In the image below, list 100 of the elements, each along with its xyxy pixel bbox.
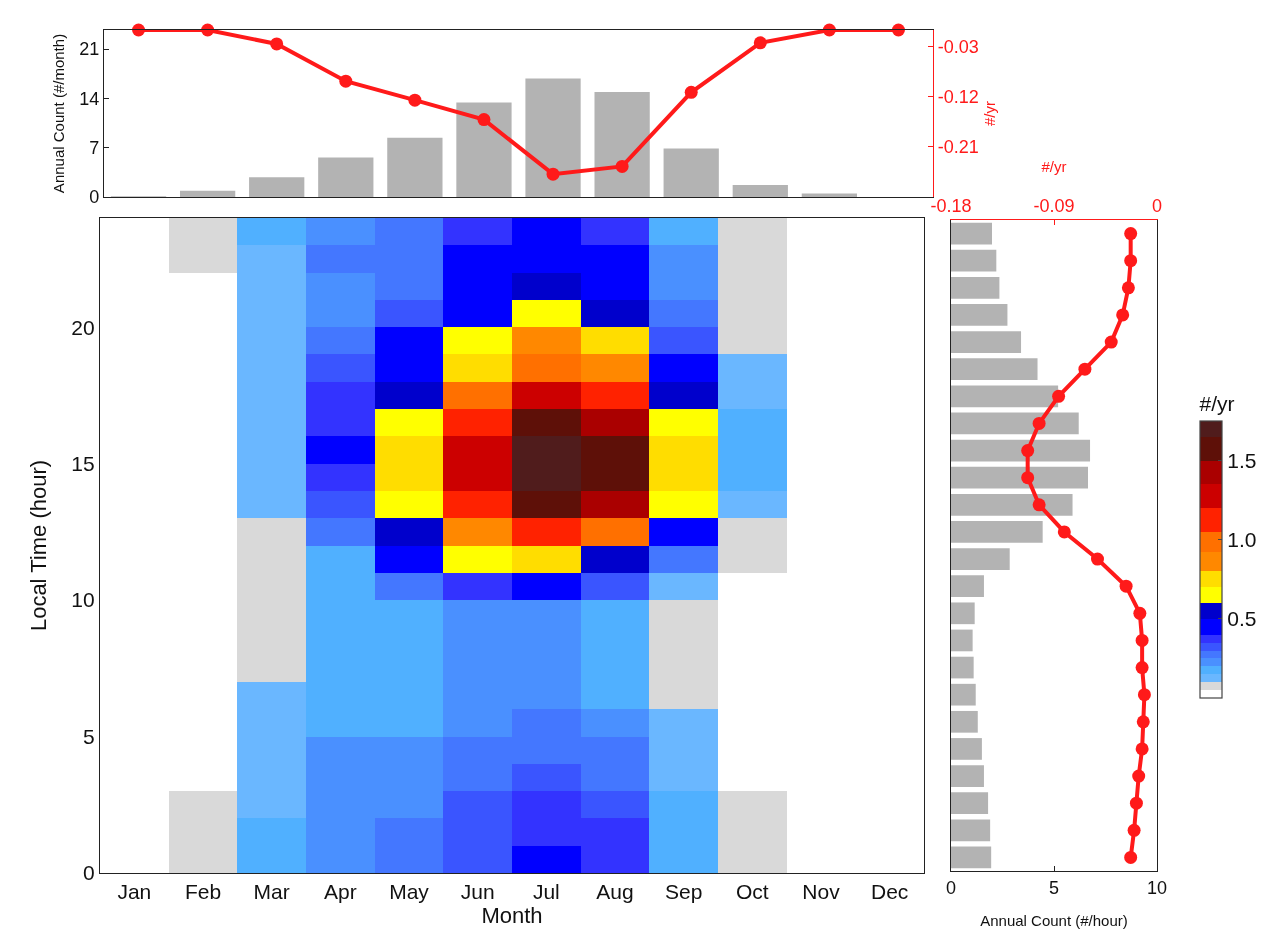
- bar: [951, 575, 984, 598]
- bar: [801, 193, 858, 197]
- bar: [951, 819, 991, 842]
- y-tick-label: 20: [71, 315, 95, 339]
- point: [753, 36, 767, 50]
- bar: [951, 412, 1079, 435]
- y2-tick-label: -0.21: [937, 137, 979, 158]
- x-tick-label: Nov: [802, 880, 841, 904]
- x-axis-title: Month: [481, 903, 543, 929]
- bar: [951, 792, 989, 815]
- point: [1104, 335, 1118, 349]
- point: [1135, 633, 1149, 647]
- point: [1021, 444, 1035, 458]
- bar: [951, 548, 1010, 570]
- bar: [456, 102, 512, 197]
- point: [615, 159, 629, 173]
- y-tick-label: 15: [71, 451, 95, 475]
- point: [684, 85, 698, 99]
- x-tick-label: Oct: [735, 880, 769, 904]
- bar: [732, 185, 788, 197]
- bar: [951, 493, 1073, 516]
- bar: [249, 177, 305, 197]
- point: [1032, 416, 1046, 430]
- bar: [951, 738, 982, 760]
- point: [1137, 688, 1151, 702]
- point: [1032, 498, 1046, 512]
- point: [270, 37, 284, 51]
- bar: [951, 683, 976, 706]
- x2-tick-label: -0.09: [1033, 195, 1075, 216]
- x-tick-label: May: [389, 880, 430, 904]
- color-bar-label: 1.5: [1227, 448, 1257, 472]
- point: [1119, 579, 1133, 593]
- x-tick-label: Aug: [596, 880, 634, 904]
- y2-axis-title: #/yr: [980, 100, 998, 127]
- point: [477, 113, 491, 127]
- y2-tick-label: -0.03: [937, 37, 979, 57]
- point: [1124, 227, 1138, 241]
- point: [1052, 389, 1066, 403]
- bar: [951, 466, 1088, 489]
- bar: [594, 92, 650, 197]
- bar: [525, 78, 581, 197]
- point: [339, 74, 353, 88]
- y-tick-label: 10: [71, 588, 95, 612]
- color-bar-label: 0.5: [1227, 607, 1257, 631]
- point: [1132, 769, 1146, 783]
- bar: [951, 222, 992, 245]
- x-tick-label: Jul: [532, 880, 560, 904]
- bar: [387, 137, 443, 197]
- bar: [951, 629, 973, 652]
- point: [1121, 281, 1135, 295]
- point: [546, 167, 560, 181]
- y-tick-label: 14: [79, 88, 100, 109]
- point: [1091, 552, 1104, 566]
- point: [1133, 606, 1147, 620]
- bar: [318, 157, 374, 197]
- bar: [663, 148, 719, 197]
- x2-axis-title: #/yr: [1041, 158, 1067, 176]
- x-tick-label: Dec: [870, 880, 909, 904]
- bar: [951, 521, 1043, 543]
- point: [1129, 796, 1143, 810]
- bar: [179, 190, 236, 197]
- y2-tick-label: -0.12: [937, 87, 979, 108]
- bar: [951, 249, 997, 272]
- x-tick-label: 5: [1048, 877, 1060, 898]
- bar: [951, 602, 975, 625]
- bar: [951, 358, 1038, 381]
- y-axis-title: Local Time (hour): [25, 459, 51, 632]
- point: [1124, 850, 1138, 864]
- y-tick-label: 21: [79, 39, 100, 60]
- x-tick-label: Jan: [117, 880, 152, 904]
- x2-tick-label: -0.18: [930, 195, 972, 216]
- point: [1057, 525, 1071, 539]
- bar: [951, 439, 1091, 462]
- point: [1124, 254, 1138, 268]
- point: [1127, 823, 1141, 837]
- y-tick-label: 7: [89, 137, 100, 158]
- bar: [951, 710, 978, 733]
- bar: [951, 765, 984, 787]
- bar: [951, 846, 992, 869]
- x-tick-label: Feb: [184, 880, 222, 904]
- point: [1078, 362, 1092, 376]
- point: [408, 93, 422, 107]
- bar: [951, 385, 1059, 408]
- x-tick-label: Apr: [323, 880, 357, 904]
- x-tick-label: Sep: [664, 880, 703, 904]
- bar: [951, 304, 1008, 326]
- point: [1135, 742, 1149, 756]
- color-bar-title: #/yr: [1199, 392, 1235, 416]
- x2-tick-label: 0: [1151, 195, 1163, 216]
- x-tick-label: Jun: [460, 880, 495, 904]
- x-tick-label: 0: [945, 877, 957, 898]
- point: [1021, 471, 1035, 485]
- point: [1136, 715, 1150, 729]
- y-axis-title: Annual Count (#/month): [49, 33, 67, 194]
- color-bar-label: 1.0: [1227, 528, 1257, 552]
- x-tick-label: Mar: [253, 880, 290, 904]
- point: [1116, 308, 1130, 322]
- x-axis-title: Annual Count (#/hour): [980, 912, 1128, 930]
- point: [1135, 661, 1149, 675]
- bar: [951, 276, 1000, 299]
